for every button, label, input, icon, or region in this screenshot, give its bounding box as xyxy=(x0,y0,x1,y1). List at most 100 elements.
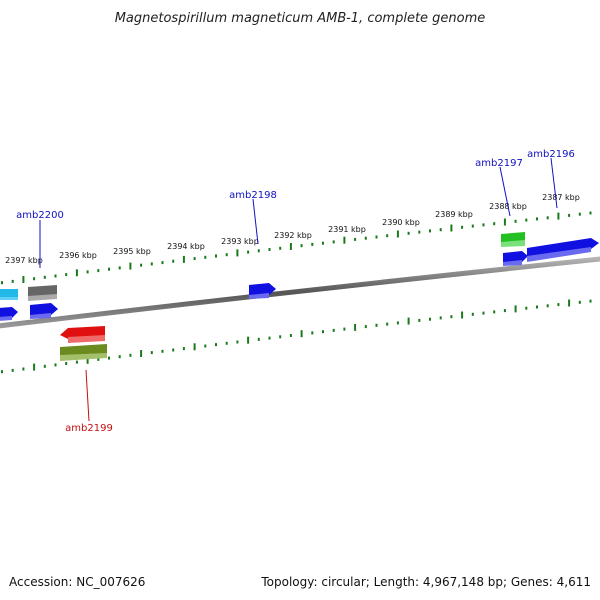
ruler-minor-tick xyxy=(1,281,3,285)
ruler-major-tick xyxy=(503,218,506,226)
ruler-major-tick xyxy=(343,236,346,244)
ruler-minor-tick xyxy=(578,300,581,304)
tick-label-2396: 2396 kbp xyxy=(59,251,97,260)
tick-label-2390: 2390 kbp xyxy=(382,218,420,227)
ruler-minor-tick xyxy=(129,353,132,357)
ruler-minor-tick xyxy=(589,299,592,303)
ruler-minor-tick xyxy=(429,317,431,321)
ruler-minor-tick xyxy=(439,316,442,320)
ruler-minor-tick xyxy=(525,306,528,310)
ruler-minor-tick xyxy=(279,246,282,250)
gene-label-amb2199[interactable]: amb2199 xyxy=(65,423,113,434)
genome-backbone xyxy=(0,256,600,329)
ruler-major-tick xyxy=(236,249,239,257)
gene-label-amb2197[interactable]: amb2197 xyxy=(475,158,523,169)
ruler-minor-tick xyxy=(407,231,410,235)
tick-label-2391: 2391 kbp xyxy=(328,225,366,234)
feature-blue-amb2198[interactable] xyxy=(249,283,276,299)
ruler-minor-tick xyxy=(33,277,36,281)
outer-ruler-track xyxy=(1,211,592,285)
ruler-major-tick xyxy=(22,276,25,283)
gene-label-amb2196[interactable]: amb2196 xyxy=(527,149,575,160)
ruler-minor-tick xyxy=(461,225,464,229)
feature-blue-left-edge[interactable] xyxy=(0,307,18,321)
feature-cyan[interactable] xyxy=(0,289,18,300)
ruler-minor-tick xyxy=(118,266,121,270)
ruler-minor-tick xyxy=(322,330,324,334)
topology-text: Topology: circular; Length: 4,967,148 bp… xyxy=(260,575,591,589)
ruler-minor-tick xyxy=(172,259,175,263)
ruler-minor-tick xyxy=(86,270,89,274)
ruler-minor-tick xyxy=(322,241,324,245)
gene-features xyxy=(0,232,599,361)
feature-olive-amb2199[interactable] xyxy=(60,344,107,361)
inner-ruler-track xyxy=(1,299,592,374)
gene-labels: amb2200 amb2198 amb2197 amb2196 amb2199 xyxy=(16,149,575,434)
ruler-major-tick xyxy=(86,356,89,364)
feature-blue-amb2200[interactable] xyxy=(30,303,58,319)
ruler-minor-tick xyxy=(268,336,271,340)
ruler-minor-tick xyxy=(193,257,196,261)
ruler-minor-tick xyxy=(482,223,485,227)
gene-label-amb2198[interactable]: amb2198 xyxy=(229,190,277,201)
ruler-minor-tick xyxy=(364,236,367,240)
ruler-minor-tick xyxy=(268,248,271,251)
ruler-minor-tick xyxy=(525,218,528,222)
ruler-minor-tick xyxy=(161,261,164,265)
leader-amb2199 xyxy=(85,369,90,422)
ruler-minor-tick xyxy=(536,217,538,221)
ruler-minor-tick xyxy=(557,303,560,307)
ruler-minor-tick xyxy=(311,331,314,335)
ruler-minor-tick xyxy=(354,237,357,241)
ruler-minor-tick xyxy=(150,351,153,355)
ruler-minor-tick xyxy=(215,343,217,347)
ruler-minor-tick xyxy=(375,235,378,239)
ruler-minor-tick xyxy=(215,254,217,258)
ruler-minor-tick xyxy=(65,362,68,365)
ruler-minor-tick xyxy=(364,325,367,329)
ruler-major-tick xyxy=(289,243,292,250)
ruler-minor-tick xyxy=(182,347,185,351)
ruler-minor-tick xyxy=(418,230,421,234)
tick-label-2389: 2389 kbp xyxy=(435,210,473,219)
feature-gray[interactable] xyxy=(28,285,57,301)
ruler-minor-tick xyxy=(225,341,228,345)
ruler-minor-tick xyxy=(471,224,474,228)
ruler-minor-tick xyxy=(289,334,292,337)
leader-amb2198 xyxy=(252,198,259,245)
ruler-major-tick xyxy=(182,255,185,263)
ruler-major-tick xyxy=(247,336,250,344)
ruler-minor-tick xyxy=(43,275,46,279)
ruler-minor-tick xyxy=(546,304,549,308)
ruler-minor-tick xyxy=(22,367,25,371)
feature-blue-amb2196[interactable] xyxy=(527,238,599,262)
ruler-minor-tick xyxy=(343,327,346,331)
gene-label-amb2200[interactable]: amb2200 xyxy=(16,210,64,221)
ruler-minor-tick xyxy=(97,269,100,273)
feature-green-amb2197[interactable] xyxy=(501,232,525,247)
ruler-major-tick xyxy=(33,363,36,371)
ruler-minor-tick xyxy=(225,253,228,257)
ruler-major-tick xyxy=(461,311,464,319)
ruler-minor-tick xyxy=(546,216,549,220)
ruler-minor-tick xyxy=(75,360,78,364)
ruler-minor-tick xyxy=(514,219,517,223)
ruler-minor-tick xyxy=(247,250,250,254)
tick-label-2397: 2397 kbp xyxy=(5,256,43,265)
ruler-minor-tick xyxy=(65,273,68,277)
ruler-minor-tick xyxy=(450,315,453,319)
ruler-major-tick xyxy=(75,269,78,277)
ruler-major-tick xyxy=(407,317,410,325)
ruler-minor-tick xyxy=(54,363,57,367)
feature-blue-amb2197[interactable] xyxy=(503,251,528,266)
ruler-minor-tick xyxy=(493,310,496,314)
ruler-minor-tick xyxy=(172,348,175,352)
ruler-minor-tick xyxy=(161,349,164,353)
ruler-minor-tick xyxy=(578,212,581,216)
tick-label-2395: 2395 kbp xyxy=(113,247,151,256)
feature-red-amb2199[interactable] xyxy=(60,326,105,343)
ruler-minor-tick xyxy=(279,335,282,339)
ruler-minor-tick xyxy=(536,305,538,309)
ruler-minor-tick xyxy=(396,321,399,325)
